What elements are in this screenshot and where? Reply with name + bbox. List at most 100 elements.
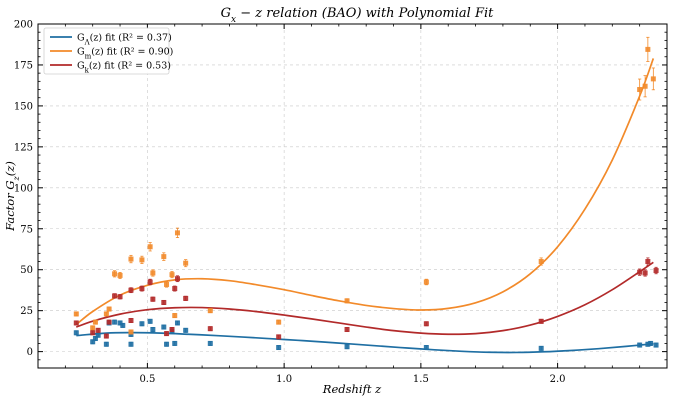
data-point-lambda — [648, 340, 654, 346]
data-point-lambda — [161, 324, 167, 330]
data-point-k — [344, 327, 350, 333]
data-point-lambda — [120, 322, 126, 328]
point-marker — [538, 259, 544, 265]
point-marker — [423, 279, 429, 285]
fit-line-k — [75, 261, 654, 336]
point-marker — [637, 87, 643, 93]
fit-line-lambda — [76, 331, 654, 354]
point-marker — [147, 244, 153, 250]
point-marker — [169, 272, 175, 278]
data-point-lambda — [112, 319, 118, 325]
data-point-k — [642, 269, 648, 277]
point-marker — [645, 259, 651, 265]
data-point-lambda — [207, 340, 213, 346]
point-marker — [276, 319, 282, 325]
point-marker — [648, 340, 654, 346]
data-point-k — [276, 334, 282, 340]
data-point-lambda — [95, 332, 101, 338]
point-marker — [161, 254, 167, 260]
y-tick-label: 0 — [27, 347, 33, 358]
data-point-m — [172, 313, 178, 319]
data-point-lambda — [172, 340, 178, 346]
x-tick-label: 1.0 — [276, 374, 292, 385]
data-point-m — [139, 255, 145, 264]
y-tick-label: 200 — [14, 20, 33, 31]
point-marker — [90, 325, 96, 331]
point-marker — [174, 320, 180, 326]
y-axis-label: Factor Gz(z) — [3, 161, 21, 232]
data-point-lambda — [73, 330, 79, 336]
point-marker — [117, 272, 123, 278]
data-point-m — [276, 319, 282, 325]
data-point-m — [112, 270, 118, 278]
legend: GΛ(z) fit (R² = 0.37) Gm(z) fit (R² = 0.… — [43, 27, 173, 75]
data-point-k — [128, 287, 134, 294]
data-point-k — [538, 318, 544, 324]
point-marker — [128, 341, 134, 347]
data-point-m — [183, 259, 189, 268]
point-marker — [642, 270, 648, 276]
point-marker — [637, 269, 643, 275]
point-marker — [183, 295, 189, 301]
point-marker — [172, 313, 178, 319]
point-marker — [207, 308, 213, 314]
data-point-k — [73, 320, 79, 326]
point-marker — [139, 257, 145, 263]
point-marker — [120, 322, 126, 328]
point-marker — [117, 294, 123, 300]
point-marker — [92, 319, 98, 325]
data-point-lambda — [103, 341, 109, 347]
point-marker — [128, 256, 134, 262]
point-marker — [653, 268, 659, 274]
x-axis-label: Redshift z — [322, 382, 382, 396]
data-point-k — [169, 327, 175, 333]
point-marker — [423, 345, 429, 351]
y-tick-label: 100 — [14, 183, 33, 194]
fit-line-m — [75, 58, 655, 326]
data-point-k — [653, 266, 659, 275]
point-marker — [103, 341, 109, 347]
data-point-m — [92, 319, 98, 325]
y-tick-label: 50 — [20, 265, 33, 276]
data-point-m — [90, 325, 96, 331]
data-point-k — [103, 333, 109, 339]
point-marker — [128, 329, 134, 335]
point-marker — [128, 317, 134, 323]
point-marker — [183, 327, 189, 333]
point-marker — [92, 336, 98, 342]
data-point-m — [650, 67, 656, 91]
legend-label-k: Gk(z) fit (R² = 0.53) — [77, 61, 171, 75]
y-tick-label: 175 — [14, 60, 33, 71]
data-point-lambda — [139, 321, 145, 327]
data-point-m — [161, 252, 167, 261]
data-point-lambda — [423, 345, 429, 351]
data-point-m — [642, 75, 648, 98]
data-point-k — [637, 268, 643, 276]
y-tick-label: 150 — [14, 101, 33, 112]
point-marker — [95, 332, 101, 338]
point-marker — [103, 311, 109, 317]
data-point-lambda — [276, 345, 282, 351]
point-marker — [344, 298, 350, 304]
data-point-k — [207, 326, 213, 332]
data-point-lambda — [174, 320, 180, 326]
data-point-lambda — [538, 345, 544, 351]
point-marker — [90, 330, 96, 336]
point-marker — [172, 286, 178, 292]
data-point-k — [90, 330, 96, 336]
data-point-k — [164, 331, 170, 337]
point-marker — [650, 76, 656, 82]
data-point-k — [139, 285, 145, 292]
data-point-lambda — [344, 344, 350, 350]
x-tick-label: 1.5 — [413, 374, 429, 385]
point-marker — [73, 320, 79, 326]
point-marker — [139, 321, 145, 327]
data-point-k — [106, 319, 112, 325]
data-point-m — [128, 254, 134, 264]
data-point-lambda — [92, 336, 98, 342]
point-marker — [164, 331, 170, 337]
data-point-m — [150, 269, 156, 277]
data-point-lambda — [183, 327, 189, 333]
data-point-m — [344, 298, 350, 304]
data-point-m — [637, 78, 643, 101]
